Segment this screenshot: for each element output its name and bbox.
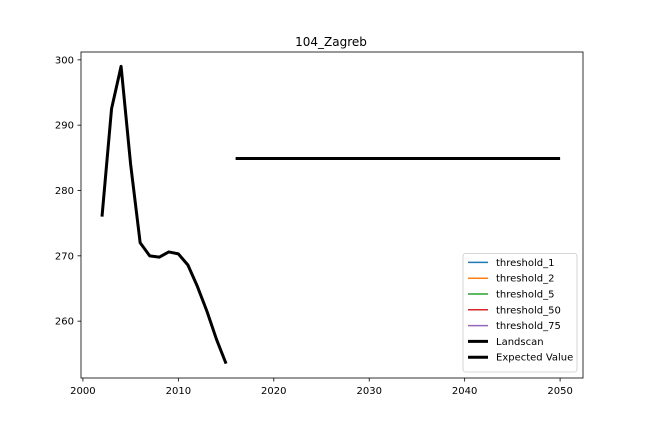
y-tick-label: 270: [55, 251, 74, 262]
legend-label: threshold_2: [496, 274, 554, 285]
axes: 2000 2010 2020 2030 2040 2050 260 270 280 290 300: [55, 51, 584, 397]
x-tick-label: 2040: [452, 386, 477, 397]
y-tick-label: 290: [55, 121, 74, 132]
axes-frame: [80, 51, 584, 379]
legend-label: threshold_5: [496, 290, 554, 301]
plot-area: [100, 64, 561, 365]
x-tick-label: 2020: [261, 386, 286, 397]
x-tick-label: 2050: [547, 386, 572, 397]
chart-title: 104_Zagreb: [295, 35, 367, 49]
legend-label: Expected Value: [496, 353, 573, 364]
legend-label: threshold_50: [496, 305, 561, 316]
y-tick-label: 280: [55, 186, 74, 197]
x-tick-label: 2000: [70, 386, 95, 397]
series-line-landscan: [100, 64, 228, 365]
legend-box: [462, 252, 578, 373]
y-tick-label: 300: [55, 55, 74, 66]
legend: threshold_1 threshold_2 threshold_5thresho…: [462, 252, 578, 373]
x-tick-label: 2030: [356, 386, 381, 397]
legend-label: threshold_1: [496, 258, 554, 269]
x-tick-label: 2010: [166, 386, 191, 397]
legend-label: threshold_75: [496, 321, 561, 332]
y-tick-label: 260: [55, 317, 74, 328]
legend-label: Landscan: [496, 337, 544, 348]
